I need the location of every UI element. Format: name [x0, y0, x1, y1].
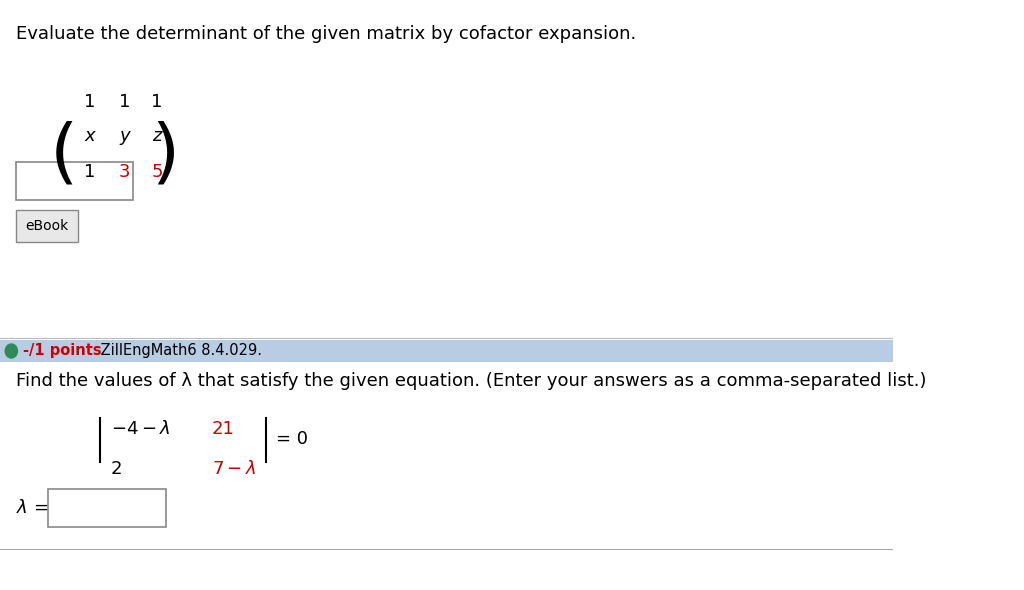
Text: 1: 1: [84, 93, 95, 111]
Text: 3: 3: [119, 163, 130, 181]
Text: 2: 2: [111, 460, 122, 478]
Text: = 0: = 0: [276, 430, 308, 448]
Text: y: y: [120, 127, 130, 145]
FancyBboxPatch shape: [15, 210, 79, 242]
Text: Find the values of λ that satisfy the given equation. (Enter your answers as a c: Find the values of λ that satisfy the gi…: [15, 372, 926, 390]
Text: ZillEngMath6 8.4.029.: ZillEngMath6 8.4.029.: [96, 343, 262, 358]
Text: 1: 1: [84, 163, 95, 181]
FancyBboxPatch shape: [48, 489, 166, 527]
Text: eBook: eBook: [26, 218, 69, 232]
Text: 1: 1: [152, 93, 163, 111]
Text: ): ): [152, 120, 180, 189]
Text: Evaluate the determinant of the given matrix by cofactor expansion.: Evaluate the determinant of the given ma…: [15, 25, 636, 43]
Text: 5: 5: [152, 163, 163, 181]
Text: $-4 - \lambda$: $-4 - \lambda$: [111, 420, 170, 438]
Text: $7 - \lambda$: $7 - \lambda$: [212, 460, 256, 478]
Text: 21: 21: [212, 420, 234, 438]
Text: $\lambda$ =: $\lambda$ =: [15, 499, 48, 517]
Text: z: z: [153, 127, 162, 145]
Text: 1: 1: [119, 93, 130, 111]
Circle shape: [5, 344, 17, 358]
Text: x: x: [85, 127, 95, 145]
Text: (: (: [49, 120, 78, 189]
FancyBboxPatch shape: [0, 340, 893, 362]
Text: -/1 points: -/1 points: [23, 343, 101, 358]
FancyBboxPatch shape: [15, 162, 133, 200]
